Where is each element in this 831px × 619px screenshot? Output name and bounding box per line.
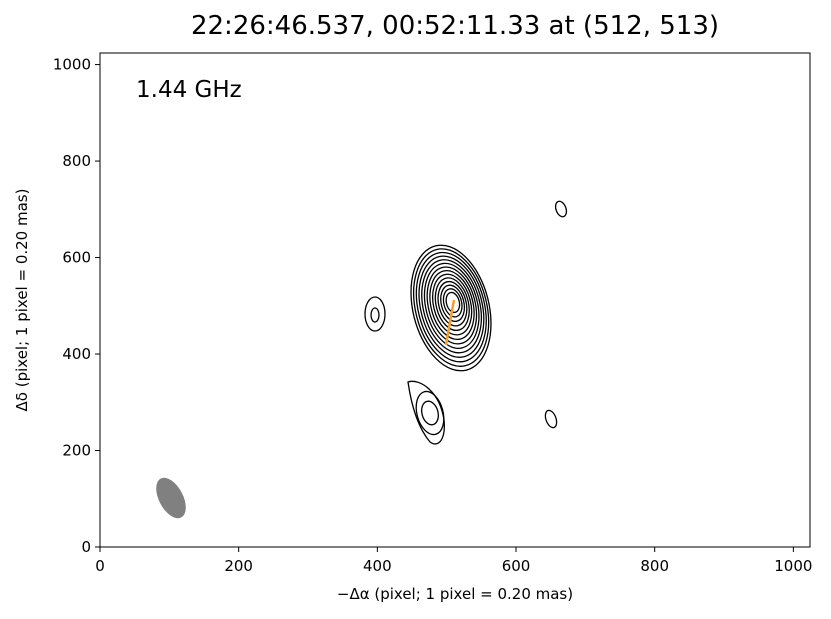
contour [445,291,461,314]
x-axis-label: −Δα (pixel; 1 pixel = 0.20 mas) [337,585,573,603]
contour [431,273,473,336]
axes-frame [99,52,811,548]
y-tick-label: 200 [62,442,91,460]
x-tick-label: 1000 [774,557,812,575]
contour [410,244,492,372]
contour [544,409,558,429]
contour [415,251,487,363]
contour [554,200,568,218]
contour [418,255,485,358]
annotation: 1.44 GHz [136,77,242,103]
chart-title: 22:26:46.537, 00:52:11.33 at (512, 513) [191,11,719,41]
contour [407,380,445,445]
y-tick-label: 800 [62,152,91,170]
y-tick-label: 1000 [53,56,91,74]
x-tick-label: 200 [224,557,253,575]
contour [442,288,463,318]
contour [440,284,466,323]
contour [423,262,480,349]
beam [156,477,186,519]
y-tick-label: 600 [62,249,91,267]
contour [370,307,380,323]
contour [415,390,445,436]
y-tick-label: 0 [81,538,91,556]
contour [434,277,470,332]
x-tick-label: 0 [95,557,105,575]
contours [156,200,568,519]
y-axis-label: Δδ (pixel; 1 pixel = 0.20 mas) [13,189,31,412]
contour [429,270,475,340]
contour [421,400,439,426]
x-tick-label: 400 [363,557,392,575]
jet [444,299,456,346]
contour [413,248,490,367]
contour [437,280,468,327]
contour [426,266,478,345]
contour [421,259,482,354]
x-tick-label: 800 [640,557,669,575]
y-tick-label: 400 [62,345,91,363]
x-tick-label: 600 [502,557,531,575]
contour [364,296,386,332]
